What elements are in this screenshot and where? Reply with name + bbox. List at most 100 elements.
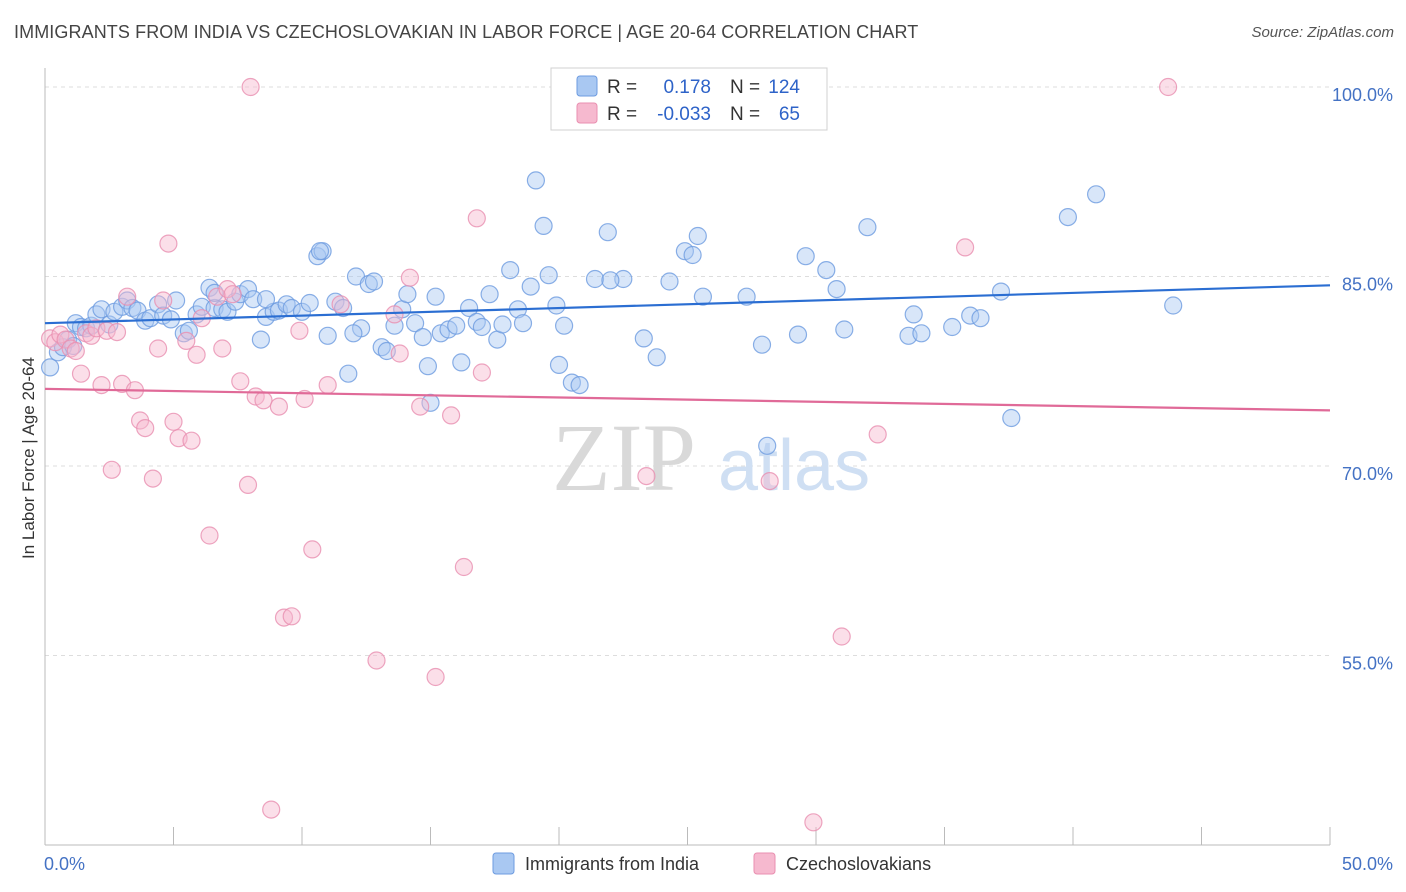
india-point-116 <box>310 242 330 261</box>
czech-point-18 <box>136 419 155 438</box>
czech-point-2 <box>51 325 70 344</box>
india-point-65 <box>452 353 471 372</box>
source-credit: Source: ZipAtlas.com <box>1251 24 1394 41</box>
czech-point-45 <box>303 540 322 559</box>
india-point-42 <box>300 293 319 313</box>
india-point-114 <box>344 324 363 343</box>
czech-point-23 <box>164 412 183 431</box>
legend-r-value-india: 0.178 <box>663 77 711 98</box>
czech-point-42 <box>282 607 301 626</box>
czech-point-30 <box>208 287 227 306</box>
chart-title: IMMIGRANTS FROM INDIA VS CZECHOSLOVAKIAN… <box>14 22 919 42</box>
czech-point-51 <box>400 268 419 287</box>
india-point-101 <box>858 218 877 237</box>
czech-point-50 <box>390 344 409 363</box>
czech-point-43 <box>290 321 309 340</box>
india-point-60 <box>418 357 437 376</box>
india-point-103 <box>904 305 923 324</box>
czech-point-39 <box>262 800 281 819</box>
india-point-9 <box>87 305 106 324</box>
x-tick-label-1: 50.0% <box>1342 854 1393 874</box>
watermark: ZIP atlas <box>552 404 870 511</box>
czech-point-59 <box>760 472 779 491</box>
india-point-78 <box>539 266 558 285</box>
legend-r-value-czech: -0.033 <box>657 104 711 125</box>
india-point-71 <box>493 315 512 334</box>
czech-point-12 <box>102 460 121 479</box>
india-point-30 <box>218 302 237 321</box>
india-point-67 <box>467 312 486 331</box>
india-point-94 <box>752 335 772 354</box>
czech-point-29 <box>200 526 219 545</box>
czech-point-47 <box>331 295 350 314</box>
india-point-98 <box>817 261 836 280</box>
india-point-79 <box>547 296 566 315</box>
india-point-85 <box>614 269 633 289</box>
czech-point-44 <box>295 389 314 409</box>
czech-point-33 <box>223 285 242 304</box>
india-point-99 <box>827 280 846 299</box>
czech-point-55 <box>454 557 473 577</box>
india-point-109 <box>1002 408 1021 428</box>
czech-point-6 <box>71 364 91 383</box>
watermark-atlas: atlas <box>718 426 870 506</box>
y-tick-label-1: 70.0% <box>1342 464 1393 484</box>
india-point-110 <box>1058 208 1078 227</box>
india-point-64 <box>447 316 466 335</box>
india-point-59 <box>413 328 432 347</box>
czech-point-19 <box>143 469 162 488</box>
india-point-77 <box>534 216 553 235</box>
india-point-83 <box>585 269 605 289</box>
india-point-75 <box>521 277 540 296</box>
czech-point-48 <box>367 651 386 670</box>
czech-point-13 <box>107 323 127 342</box>
y-tick-label-3: 100.0% <box>1332 85 1393 105</box>
india-point-105 <box>943 317 962 337</box>
india-point-119 <box>601 271 620 290</box>
czech-point-57 <box>472 363 491 382</box>
india-point-100 <box>835 320 854 339</box>
india-point-45 <box>318 326 337 345</box>
czech-point-38 <box>254 391 273 410</box>
tick-labels: 55.0% 70.0% 85.0% 100.0% 0.0% 50.0% <box>44 85 1393 874</box>
czech-point-15 <box>118 287 137 306</box>
legend-n-value-czech: 65 <box>779 104 800 125</box>
india-point-115 <box>549 355 569 374</box>
india-point-113 <box>256 290 276 309</box>
india-point-86 <box>634 329 653 348</box>
india-point-61 <box>426 287 445 306</box>
legend-series: Immigrants from India Czechoslovakians <box>492 852 931 875</box>
czech-point-25 <box>177 331 196 350</box>
india-point-69 <box>480 285 499 304</box>
india-point-74 <box>513 314 533 333</box>
czech-point-4 <box>61 339 80 358</box>
india-point-43 <box>308 247 327 266</box>
india-point-111 <box>1086 185 1106 204</box>
czech-point-20 <box>149 339 168 358</box>
india-point-80 <box>554 316 574 335</box>
legend-r-label-india: R = <box>607 77 637 98</box>
india-point-106 <box>961 306 980 325</box>
india-point-58 <box>406 314 425 333</box>
india-point-93 <box>737 287 756 306</box>
czech-point-52 <box>411 397 430 416</box>
czech-point-60 <box>804 813 823 832</box>
india-point-104 <box>912 324 931 343</box>
india-point-97 <box>796 247 815 266</box>
legend-n-label-india: N = <box>730 77 760 98</box>
india-point-112 <box>1164 296 1183 315</box>
india-point-87 <box>647 348 666 367</box>
legend-r-label-czech: R = <box>607 104 637 125</box>
india-point-95 <box>758 436 777 455</box>
bottom-legend-swatch-czech <box>753 852 776 875</box>
india-point-48 <box>339 364 358 383</box>
india-point-88 <box>660 272 679 291</box>
czech-point-31 <box>213 339 232 358</box>
czech-point-34 <box>231 372 250 391</box>
trend-line-czech <box>44 387 1331 412</box>
india-point-70 <box>488 330 507 349</box>
india-point-15 <box>123 298 142 318</box>
y-tick-label-0: 55.0% <box>1342 653 1393 673</box>
india-point-84 <box>598 223 617 242</box>
